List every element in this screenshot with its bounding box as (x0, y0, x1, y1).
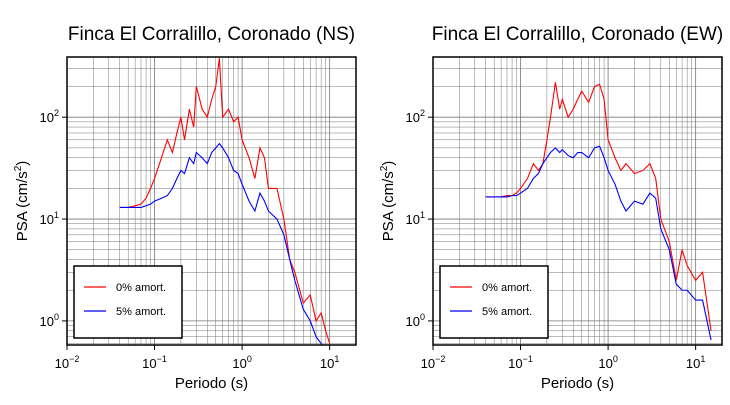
x-axis-label: Periodo (s) (175, 375, 248, 392)
y-tick-label: 101 (406, 210, 425, 227)
x-tick-label: 100 (232, 354, 251, 371)
x-axis-label: Periodo (s) (541, 375, 614, 392)
y-tick-label: 102 (40, 108, 59, 125)
y-tick-label: 101 (40, 210, 59, 227)
y-tick-label: 102 (406, 108, 425, 125)
tick-exp: 2 (420, 108, 425, 118)
x-tick-label: 10−1 (142, 354, 167, 371)
tick-base: 10 (686, 356, 700, 371)
legend-label: 5% amort. (116, 306, 166, 318)
tick-base: 10 (421, 356, 435, 371)
chart-title: Finca El Corralillo, Coronado (NS) (68, 24, 355, 45)
legend-box (73, 265, 183, 339)
y-axis-label: PSA (cm/s2) (379, 161, 397, 242)
tick-base: 10 (598, 356, 612, 371)
series-line (485, 145, 712, 341)
tick-exp: 1 (334, 354, 339, 364)
tick-base: 10 (406, 314, 420, 329)
tick-base: 10 (40, 314, 54, 329)
y-axis-label: PSA (cm/s2) (13, 161, 31, 242)
tick-exp: 0 (613, 354, 618, 364)
plot-area (119, 58, 331, 345)
y-axis-label-tail: ) (14, 161, 31, 166)
tick-exp: 0 (247, 354, 252, 364)
legend-label: 0% amort. (482, 282, 532, 294)
x-tick-label: 101 (686, 354, 705, 371)
x-tick-label: 101 (320, 354, 339, 371)
chart-title: Finca El Corralillo, Coronado (EW) (432, 24, 723, 45)
y-axis-label-text: PSA (cm/s (14, 171, 31, 241)
tick-base: 10 (40, 212, 54, 227)
tick-base: 10 (55, 356, 69, 371)
tick-exp: 2 (54, 108, 59, 118)
panel: Finca El Corralillo, Coronado (NS)10−2 10… (13, 24, 357, 392)
tick-exp: −1 (157, 354, 167, 364)
y-axis-label-tail: ) (380, 161, 397, 166)
y-axis-label-text: PSA (cm/s (380, 171, 397, 241)
legend-label: 5% amort. (482, 306, 532, 318)
series-line (485, 82, 712, 331)
plot-area (485, 82, 712, 341)
tick-exp: −2 (69, 354, 79, 364)
y-tick-label: 100 (406, 312, 425, 329)
x-tick-label: 10−1 (508, 354, 533, 371)
tick-base: 10 (40, 110, 54, 125)
series-line (119, 58, 331, 344)
legend-label: 0% amort. (116, 282, 166, 294)
x-tick-label: 10−2 (55, 354, 80, 371)
tick-base: 10 (142, 356, 156, 371)
panel: Finca El Corralillo, Coronado (EW)10−2 10… (379, 24, 723, 392)
plot-frame (432, 56, 723, 346)
tick-exp: −2 (435, 354, 445, 364)
y-axis-label-sup: 2 (13, 165, 24, 171)
tick-base: 10 (320, 356, 334, 371)
tick-exp: 1 (54, 210, 59, 220)
y-tick-label: 100 (40, 312, 59, 329)
legend-box (439, 265, 549, 339)
tick-base: 10 (406, 212, 420, 227)
tick-base: 10 (406, 110, 420, 125)
series-line (119, 142, 323, 345)
plot-frame (66, 56, 357, 346)
tick-base: 10 (508, 356, 522, 371)
x-tick-label: 10−2 (421, 354, 446, 371)
tick-base: 10 (232, 356, 246, 371)
tick-exp: −1 (523, 354, 533, 364)
tick-exp: 1 (420, 210, 425, 220)
x-tick-label: 100 (598, 354, 617, 371)
tick-exp: 0 (54, 312, 59, 322)
tick-exp: 0 (420, 312, 425, 322)
y-axis-label-sup: 2 (379, 165, 390, 171)
tick-exp: 1 (700, 354, 705, 364)
